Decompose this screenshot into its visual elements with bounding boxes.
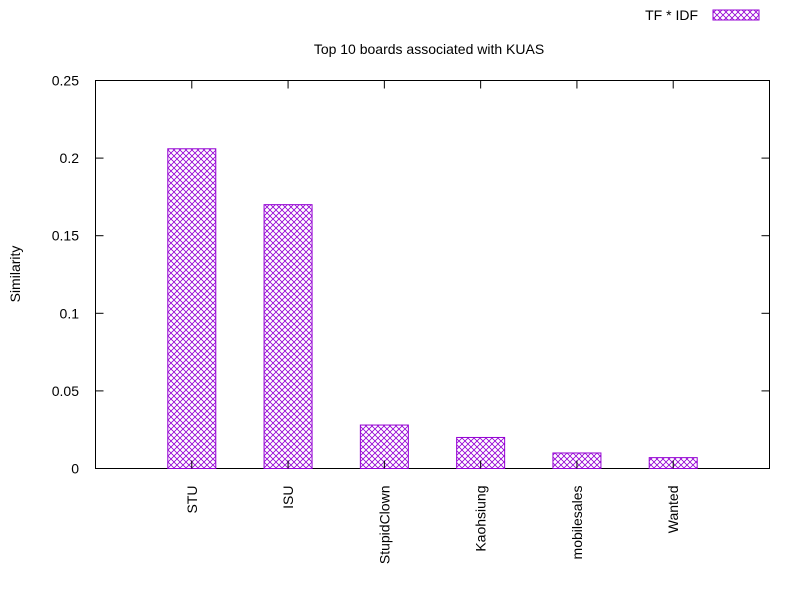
x-axis: STU ISU StupidClown Kaohsiung mobilesales Wan… — [184, 80, 681, 565]
legend: TF * IDF — [645, 7, 760, 23]
bar-stu — [167, 148, 217, 469]
x-tick-label: Kaohsiung — [473, 485, 489, 551]
x-tick-label: mobilesales — [569, 486, 585, 560]
legend-swatch — [712, 9, 760, 21]
x-tick-label: STU — [184, 486, 200, 514]
x-tick-label: Wanted — [665, 486, 681, 534]
x-tick-label: ISU — [280, 486, 296, 509]
y-tick-label: 0.1 — [60, 305, 80, 321]
y-tick-label: 0.05 — [52, 383, 79, 399]
bar-isu — [263, 204, 313, 469]
y-axis-label: Similarity — [7, 246, 23, 303]
y-tick-label: 0.25 — [52, 73, 79, 89]
x-tick-label: StupidClown — [376, 486, 392, 565]
y-tick-label: 0.2 — [60, 150, 80, 166]
bars — [167, 148, 698, 470]
legend-label: TF * IDF — [645, 7, 698, 23]
y-axis: 0 0.05 0.1 0.15 0.2 0.25 — [52, 73, 770, 477]
y-tick-label: 0 — [71, 461, 79, 477]
chart-title: Top 10 boards associated with KUAS — [314, 41, 544, 57]
y-tick-label: 0.15 — [52, 228, 79, 244]
plot-area — [95, 80, 770, 469]
